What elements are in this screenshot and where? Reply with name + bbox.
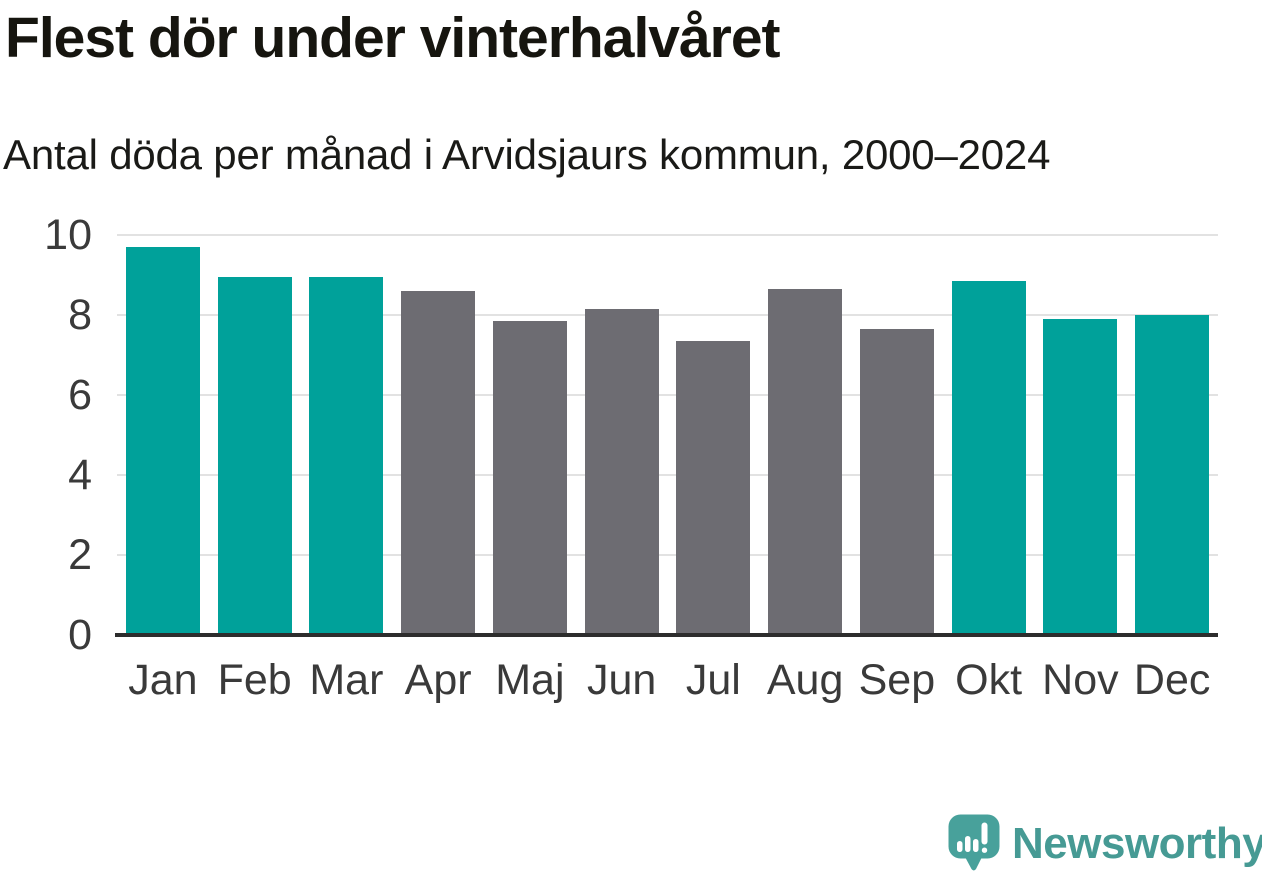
y-tick-label-8: 8 — [68, 291, 92, 339]
x-tick-label-apr: Apr — [404, 656, 472, 704]
bar-jan — [125, 247, 200, 635]
x-tick-label-jun: Jun — [586, 656, 657, 704]
gridline-2 — [117, 554, 1218, 556]
bar-mar — [309, 277, 384, 635]
y-axis-labels: 0 2 4 6 8 10 — [0, 211, 100, 659]
x-tick-label-sep: Sep — [858, 656, 936, 704]
bar-dec — [1135, 315, 1210, 635]
plot-area — [115, 234, 1218, 637]
bar-okt — [951, 281, 1026, 635]
gridline-10 — [117, 234, 1218, 236]
newsworthy-logo-icon — [948, 814, 1000, 871]
bar-apr — [401, 291, 476, 635]
bar-slot-aug — [759, 235, 851, 635]
chart-title: Flest dör under vinterhalvåret — [5, 6, 781, 70]
x-axis-labels: Jan Feb Mar Apr Maj Jun Jul Aug Sep Okt Nov Dec — [117, 656, 1218, 704]
x-tick-label-jan: Jan — [128, 656, 198, 704]
x-tick-label-nov: Nov — [1042, 656, 1119, 704]
bar-jun — [584, 309, 659, 635]
gridline-6 — [117, 394, 1218, 396]
x-tick-label-okt: Okt — [955, 656, 1023, 704]
bar-slot-jan — [117, 235, 209, 635]
brand-footer: Newsworthy — [948, 814, 1262, 872]
x-tick-label-jul: Jul — [685, 656, 741, 704]
x-axis-line — [115, 633, 1218, 637]
bar-slot-okt — [943, 235, 1035, 635]
x-tick-label-aug: Aug — [766, 656, 844, 704]
brand-wordmark: Newsworthy — [1012, 819, 1262, 868]
bar-feb — [217, 277, 292, 635]
y-tick-label-4: 4 — [68, 451, 92, 499]
bar-nov — [1043, 319, 1118, 635]
bar-jul — [676, 341, 751, 635]
x-tick-label-feb: Feb — [217, 656, 292, 704]
bars-container — [117, 235, 1218, 635]
chart-subtitle: Antal döda per månad i Arvidsjaurs kommu… — [3, 131, 1051, 178]
bar-slot-nov — [1035, 235, 1127, 635]
y-tick-label-0: 0 — [68, 611, 92, 659]
y-tick-label-6: 6 — [68, 371, 92, 419]
bar-slot-jul — [668, 235, 760, 635]
bar-sep — [859, 329, 934, 635]
bar-slot-sep — [851, 235, 943, 635]
y-tick-label-2: 2 — [68, 531, 92, 579]
gridline-8 — [117, 314, 1218, 316]
bar-slot-mar — [301, 235, 393, 635]
bar-slot-jun — [576, 235, 668, 635]
bar-maj — [492, 321, 567, 635]
bar-slot-dec — [1126, 235, 1218, 635]
x-tick-label-mar: Mar — [309, 656, 384, 704]
bar-slot-apr — [392, 235, 484, 635]
x-tick-label-dec: Dec — [1133, 656, 1211, 704]
gridlines — [117, 234, 1218, 635]
x-tick-label-maj: Maj — [495, 656, 565, 704]
bar-slot-maj — [484, 235, 576, 635]
gridline-4 — [117, 474, 1218, 476]
bar-slot-feb — [209, 235, 301, 635]
y-tick-label-10: 10 — [44, 211, 92, 259]
bar-aug — [768, 289, 843, 635]
